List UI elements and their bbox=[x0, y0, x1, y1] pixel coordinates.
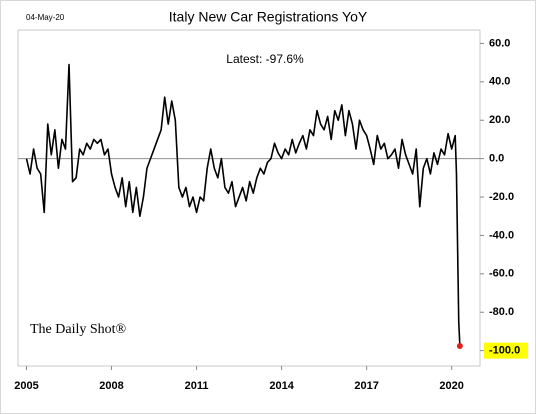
chart-title: Italy New Car Registrations YoY bbox=[169, 9, 368, 25]
source: The Daily Shot® bbox=[30, 322, 127, 337]
x-tick-label: 2011 bbox=[185, 380, 209, 392]
x-tick-label: 2008 bbox=[99, 380, 123, 392]
y-tick-label: -40.0 bbox=[489, 229, 514, 241]
annotation: Latest: -97.6% bbox=[226, 52, 304, 66]
y-tick-label: -20.0 bbox=[489, 191, 514, 203]
y-tick-label: 40.0 bbox=[489, 76, 510, 88]
latest-point bbox=[456, 343, 463, 350]
y-tick-label: -60.0 bbox=[489, 268, 514, 280]
series-line bbox=[25, 63, 461, 347]
y-tick-label: 0.0 bbox=[489, 153, 504, 165]
y-tick-label: -80.0 bbox=[489, 306, 514, 318]
x-tick-label: 2017 bbox=[354, 380, 378, 392]
x-tick-label: 2005 bbox=[14, 380, 38, 392]
x-tick-label: 2014 bbox=[269, 380, 294, 392]
date-stamp: 04-May-20 bbox=[26, 13, 65, 22]
y-tick-label: -100.0 bbox=[489, 345, 520, 357]
tick-highlight bbox=[484, 342, 528, 359]
plot-frame bbox=[17, 29, 481, 367]
y-tick-label: 60.0 bbox=[489, 37, 510, 49]
y-tick-label: 20.0 bbox=[489, 114, 510, 126]
x-tick-label: 2020 bbox=[439, 380, 463, 392]
